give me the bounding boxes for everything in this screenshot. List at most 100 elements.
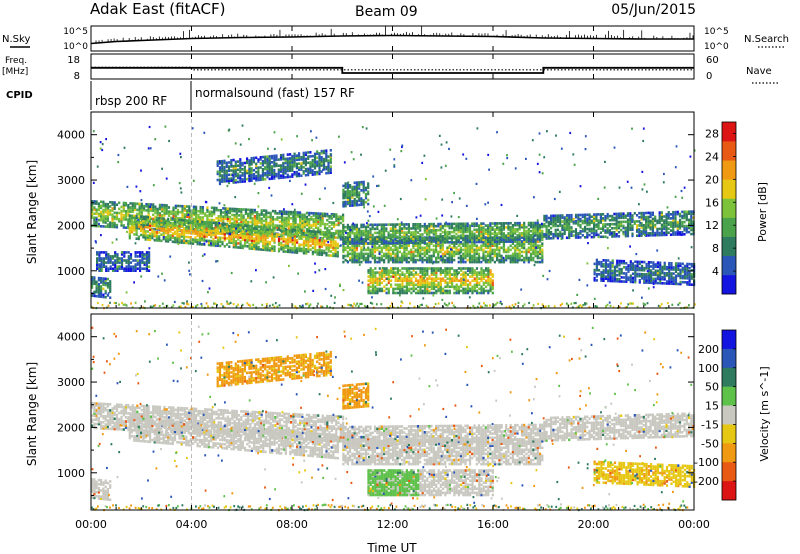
rti-cell xyxy=(423,231,426,234)
rti-cell xyxy=(572,230,575,233)
rti-cell xyxy=(532,252,535,256)
rti-cell xyxy=(453,287,456,291)
rti-cell xyxy=(97,206,100,210)
rti-cell xyxy=(267,223,270,227)
rti-cell xyxy=(414,227,417,230)
rti-cell xyxy=(471,285,474,289)
rti-cell xyxy=(135,214,138,218)
rti-cell xyxy=(412,241,415,244)
rti-cell xyxy=(173,238,177,242)
rti-cell xyxy=(226,217,229,221)
rti-cell xyxy=(471,234,474,238)
rti-cell xyxy=(250,241,253,244)
rti-cell xyxy=(346,227,349,231)
rti-cell xyxy=(491,240,494,244)
rti-cell xyxy=(221,226,224,230)
rti-cell xyxy=(296,225,299,229)
rti-cell xyxy=(498,238,501,241)
rti-cell xyxy=(239,240,242,243)
rti-cell xyxy=(219,226,222,229)
rti-cell xyxy=(146,234,149,237)
rti-cell xyxy=(369,289,372,293)
rti-cell xyxy=(251,208,254,212)
rti-cell xyxy=(290,223,293,226)
rti-cell xyxy=(464,271,467,274)
rti-cell xyxy=(378,273,381,276)
rti-cell xyxy=(232,225,235,228)
rti-cell xyxy=(396,248,399,252)
rti-cell xyxy=(214,225,217,229)
rti-cell xyxy=(615,220,618,224)
rti-cell xyxy=(414,287,418,291)
rti-cell xyxy=(473,273,476,276)
rti-cell xyxy=(294,219,297,222)
rti-cell xyxy=(279,170,283,173)
rti-cell xyxy=(371,241,374,245)
rti-cell xyxy=(230,235,233,238)
rti-cell xyxy=(296,227,299,231)
rti-cell xyxy=(273,235,276,238)
rti-cell xyxy=(252,177,255,180)
rti-cell xyxy=(471,230,474,234)
rti-cell xyxy=(383,271,386,274)
rti-cell xyxy=(410,256,413,260)
rti-cell xyxy=(97,212,100,216)
rti-cell xyxy=(337,231,340,235)
rti-cell xyxy=(529,240,533,243)
rti-cell xyxy=(396,241,399,245)
nsky-tick-max: 10^5 xyxy=(63,27,88,37)
rti-cell xyxy=(572,218,575,221)
rti-cell xyxy=(435,279,438,282)
rti-cell xyxy=(253,223,256,226)
rti-cell xyxy=(500,256,503,260)
rti-cell xyxy=(407,244,410,248)
rti-cell xyxy=(158,205,161,209)
rti-cell xyxy=(466,285,470,289)
rti-cell xyxy=(136,224,139,228)
rti-cell xyxy=(224,213,227,216)
rti-cell xyxy=(435,285,438,289)
rti-cell xyxy=(507,248,510,252)
rti-cell xyxy=(216,178,219,182)
rti-cell xyxy=(376,225,379,229)
rti-cell xyxy=(489,254,492,258)
rti-cell xyxy=(556,224,559,228)
rti-cell xyxy=(414,223,417,226)
rti-cell xyxy=(201,218,204,221)
rti-cell xyxy=(459,230,462,234)
rti-cell xyxy=(161,203,164,207)
rti-cell xyxy=(337,221,340,225)
rti-cell xyxy=(568,234,571,237)
rti-cell xyxy=(608,231,611,234)
rti-cell xyxy=(232,158,235,162)
rti-cell xyxy=(487,226,490,229)
rti-cell xyxy=(441,226,444,230)
rti-cell xyxy=(100,214,103,218)
rti-cell xyxy=(416,258,420,262)
rti-cell xyxy=(122,209,125,213)
rti-cell xyxy=(176,218,179,221)
rti-cell xyxy=(355,254,358,258)
rti-cell xyxy=(277,233,281,236)
rti-cell xyxy=(362,252,365,256)
rti-cell xyxy=(425,231,429,234)
rti-cell xyxy=(181,215,184,218)
rti-cell xyxy=(518,258,521,262)
rti-cell xyxy=(151,224,154,227)
rti-cell xyxy=(444,224,447,228)
rti-cell xyxy=(428,254,431,258)
rti-cell xyxy=(109,205,112,208)
rti-cell xyxy=(210,239,213,243)
rti-cell xyxy=(498,230,501,233)
rti-cell xyxy=(266,234,269,238)
rti-cell xyxy=(223,180,226,183)
rti-cell xyxy=(421,248,424,252)
rti-cell xyxy=(305,215,308,219)
rti-cell xyxy=(374,289,377,293)
rti-cell xyxy=(525,229,528,233)
rti-cell xyxy=(293,243,296,246)
rti-cell xyxy=(332,252,335,255)
rti-cell xyxy=(355,227,358,231)
rti-cell xyxy=(295,162,298,166)
rti-cell xyxy=(244,230,247,234)
